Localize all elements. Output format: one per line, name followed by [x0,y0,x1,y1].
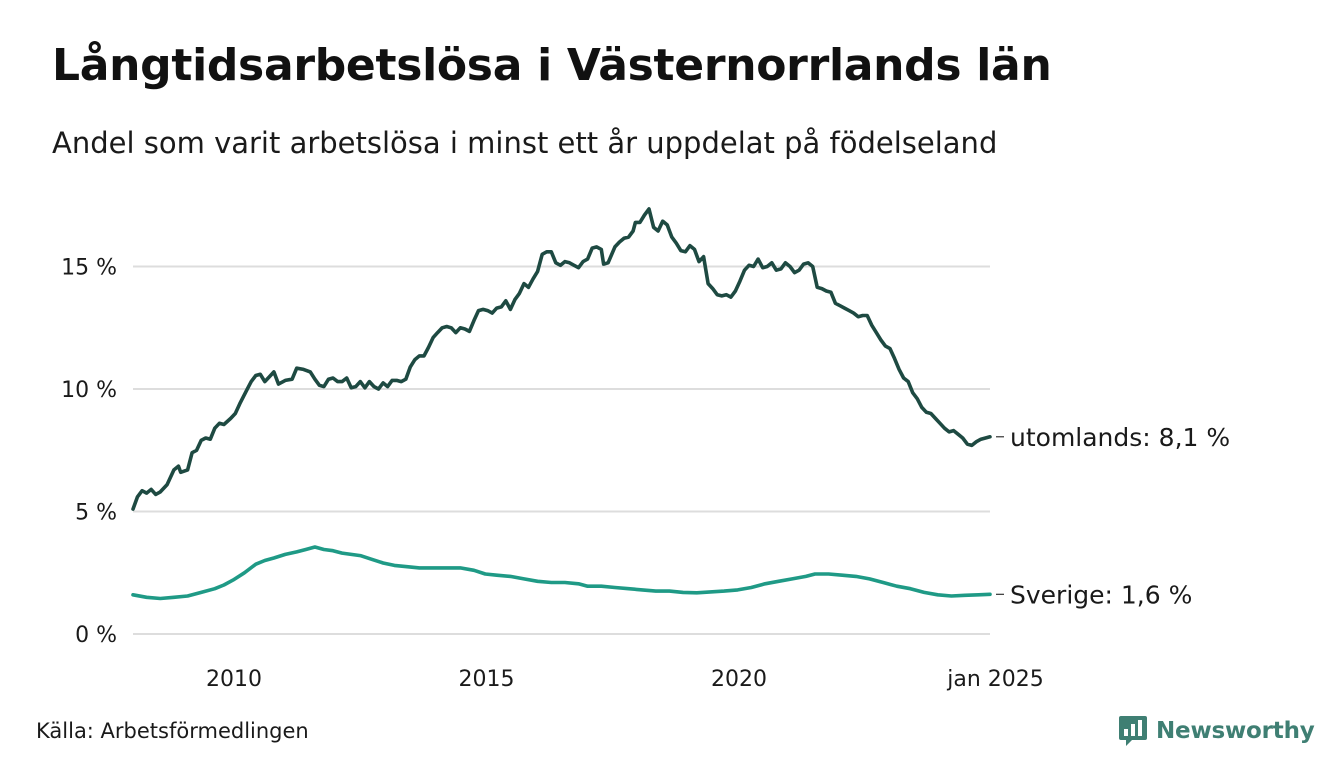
series-end-labels: utomlands: 8,1 % Sverige: 1,6 % [996,423,1230,609]
series-lines [131,207,992,601]
series-line-utomlands [131,207,992,511]
y-axis-ticks: 0 % 5 % 10 % 15 % [61,256,117,649]
y-tick-label: 15 % [61,256,117,281]
y-tick-label: 5 % [75,501,117,526]
line-chart: 0 % 5 % 10 % 15 % 2010 2015 2020 jan 2025 utom… [61,207,1230,692]
series-end-label-sverige: Sverige: 1,6 % [1010,580,1192,609]
x-tick-label: 2020 [711,667,767,692]
x-axis-ticks: 2010 2015 2020 jan 2025 [206,667,1044,692]
newsworthy-logo-icon [1119,716,1147,746]
chart-subtitle: Andel som varit arbetslösa i minst ett å… [52,126,998,160]
y-tick-label: 10 % [61,378,117,403]
series-end-label-utomlands: utomlands: 8,1 % [1010,423,1230,452]
brand-name: Newsworthy [1156,718,1315,744]
x-tick-label: 2015 [459,667,515,692]
brand-logo: Newsworthy [1118,714,1315,748]
source-note: Källa: Arbetsförmedlingen [36,719,309,743]
series-line-sverige [131,545,992,601]
x-tick-label: jan 2025 [946,667,1044,692]
x-tick-label: 2010 [206,667,262,692]
chart-title: Långtidsarbetslösa i Västernorrlands län [52,40,1052,91]
y-tick-label: 0 % [75,623,117,648]
